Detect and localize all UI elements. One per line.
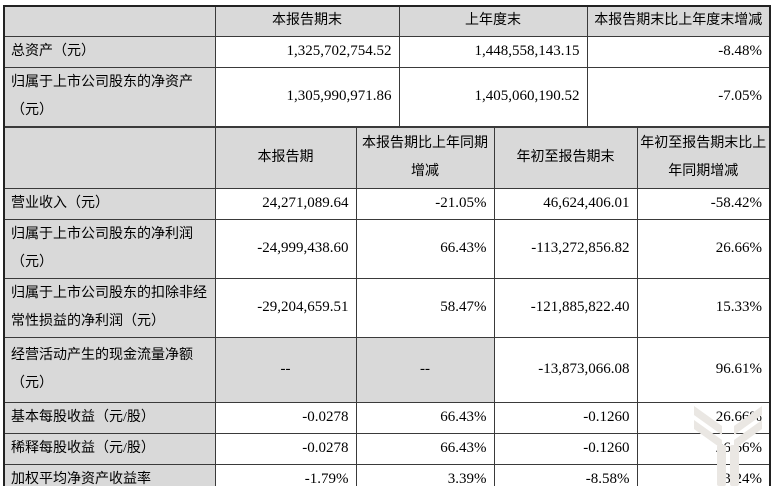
cell-value: -24,999,438.60: [214, 218, 357, 279]
row-label: 稀释每股收益（元/股）: [3, 432, 216, 465]
cell-value: 66.43%: [355, 432, 495, 465]
cell-value: 66.43%: [355, 218, 495, 279]
table-row-net-assets: 归属于上市公司股东的净资产 （元） 1,305,990,971.86 1,405…: [3, 66, 771, 127]
cell-value: 26.66%: [636, 401, 771, 434]
table-header-row: 本报告期 本报告期比上年同期 增减 年初至报告期末 年初至报告期末比上 年同期增…: [3, 126, 771, 189]
cell-value: 1,448,558,143.15: [398, 35, 588, 68]
table-row-operating-revenue: 营业收入（元） 24,271,089.64 -21.05% 46,624,406…: [3, 187, 771, 220]
row-label: 经营活动产生的现金流量净额 （元）: [3, 336, 216, 403]
cell-value-not-applicable: --: [355, 336, 495, 403]
table-row-net-profit: 归属于上市公司股东的净利润 （元） -24,999,438.60 66.43% …: [3, 218, 771, 279]
cell-value: -0.0278: [214, 432, 357, 465]
cell-value: 58.47%: [355, 277, 495, 338]
cell-value: 26.66%: [636, 432, 771, 465]
cell-value: -121,885,822.40: [493, 277, 638, 338]
row-label: 基本每股收益（元/股）: [3, 401, 216, 434]
cell-value: -29,204,659.51: [214, 277, 357, 338]
row-label: 归属于上市公司股东的净资产 （元）: [3, 66, 216, 127]
cell-value: -13,873,066.08: [493, 336, 638, 403]
column-header-prior-year-end: 上年度末: [398, 5, 588, 37]
cell-value: -0.1260: [493, 401, 638, 434]
cell-value: 26.66%: [636, 218, 771, 279]
cell-value: -113,272,856.82: [493, 218, 638, 279]
table-row-net-profit-excl-nonrecurring: 归属于上市公司股东的扣除非经 常性损益的净利润（元） -29,204,659.5…: [3, 277, 771, 338]
column-header-year-to-date: 年初至报告期末: [493, 126, 638, 189]
row-label: 归属于上市公司股东的净利润 （元）: [3, 218, 216, 279]
cell-value: 24,271,089.64: [214, 187, 357, 220]
row-label: 总资产（元）: [3, 35, 216, 68]
table-row-weighted-avg-roe: 加权平均净资产收益率 -1.79% 3.39% -8.58% 3.24%: [3, 463, 771, 486]
table-row-operating-cash-flow: 经营活动产生的现金流量净额 （元） -- -- -13,873,066.08 9…: [3, 336, 771, 403]
cell-value: -1.79%: [214, 463, 357, 486]
cell-value: 66.43%: [355, 401, 495, 434]
table-row-basic-eps: 基本每股收益（元/股） -0.0278 66.43% -0.1260 26.66…: [3, 401, 771, 434]
row-label: 营业收入（元）: [3, 187, 216, 220]
column-header-current-period-end: 本报告期末: [214, 5, 400, 37]
corner-cell: [3, 5, 216, 37]
cell-value: -0.0278: [214, 401, 357, 434]
cell-value-not-applicable: --: [214, 336, 357, 403]
cell-value: 46,624,406.01: [493, 187, 638, 220]
reporting-period-table: 本报告期 本报告期比上年同期 增减 年初至报告期末 年初至报告期末比上 年同期增…: [3, 126, 771, 486]
column-header-current-period: 本报告期: [214, 126, 357, 189]
table-header-row: 本报告期末 上年度末 本报告期末比上年度末增减: [3, 5, 771, 37]
cell-value: -8.58%: [493, 463, 638, 486]
cell-value: -7.05%: [586, 66, 771, 127]
table-row-total-assets: 总资产（元） 1,325,702,754.52 1,448,558,143.15…: [3, 35, 771, 68]
cell-value: 96.61%: [636, 336, 771, 403]
cell-value: 15.33%: [636, 277, 771, 338]
row-label: 加权平均净资产收益率: [3, 463, 216, 486]
table-row-diluted-eps: 稀释每股收益（元/股） -0.0278 66.43% -0.1260 26.66…: [3, 432, 771, 465]
cell-value: 1,325,702,754.52: [214, 35, 400, 68]
cell-value: -58.42%: [636, 187, 771, 220]
cell-value: -0.1260: [493, 432, 638, 465]
column-header-change-vs-same-period: 本报告期比上年同期 增减: [355, 126, 495, 189]
cell-value: 1,305,990,971.86: [214, 66, 400, 127]
column-header-ytd-change-vs-same-period: 年初至报告期末比上 年同期增减: [636, 126, 771, 189]
column-header-change-vs-prior-year-end: 本报告期末比上年度末增减: [586, 5, 771, 37]
cell-value: -21.05%: [355, 187, 495, 220]
period-end-table: 本报告期末 上年度末 本报告期末比上年度末增减 总资产（元） 1,325,702…: [3, 5, 771, 127]
cell-value: 3.39%: [355, 463, 495, 486]
cell-value: 1,405,060,190.52: [398, 66, 588, 127]
cell-value: 3.24%: [636, 463, 771, 486]
corner-cell: [3, 126, 216, 189]
cell-value: -8.48%: [586, 35, 771, 68]
row-label: 归属于上市公司股东的扣除非经 常性损益的净利润（元）: [3, 277, 216, 338]
